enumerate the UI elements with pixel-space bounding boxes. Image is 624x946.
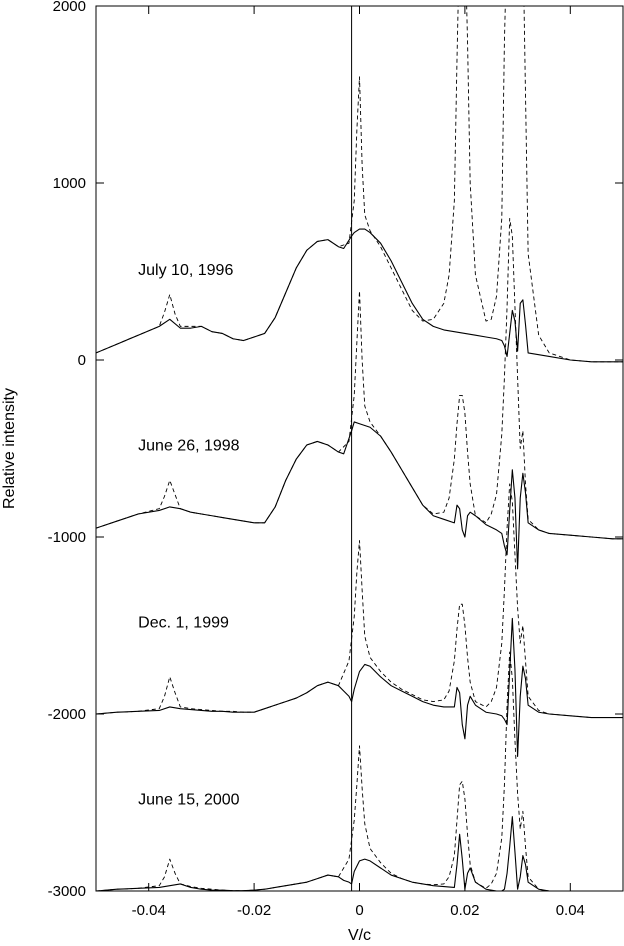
y-tick-label: -2000 — [48, 706, 86, 723]
y-tick-label: 1000 — [53, 175, 86, 192]
date-annotation: June 15, 2000 — [138, 791, 240, 808]
x-axis-label: V/c — [348, 927, 371, 944]
y-tick-label: 2000 — [53, 0, 86, 15]
series-july-10-1996-dashed — [96, 6, 623, 363]
y-axis-label: Relative intensity — [1, 388, 18, 509]
y-tick-label: 0 — [78, 352, 86, 369]
annotation-layer: July 10, 1996 June 26, 1998 Dec. 1, 1999 Ju… — [138, 262, 240, 808]
date-annotation: July 10, 1996 — [138, 262, 233, 279]
series-july-10-1996-solid — [96, 228, 623, 363]
series-june-26-1998-solid — [96, 421, 623, 570]
x-tick-label: 0.02 — [450, 902, 479, 919]
series-june-15-2000-dashed — [96, 651, 623, 891]
x-tick-label: -0.02 — [237, 902, 271, 919]
y-tick-label: -1000 — [48, 529, 86, 546]
series-june-15-2000-solid — [96, 816, 623, 891]
ticks-layer: -0.04 -0.02 0 0.02 0.04 -3000 -2000 -1000 0 1000 2… — [48, 0, 623, 919]
series-june-26-1998-dashed — [96, 217, 623, 540]
series-dec-1-1999-dashed — [96, 483, 623, 718]
date-annotation: June 26, 1998 — [138, 437, 240, 454]
y-tick-label: -3000 — [48, 883, 86, 900]
x-tick-label: 0 — [355, 902, 363, 919]
x-tick-label: 0.04 — [556, 902, 585, 919]
date-annotation: Dec. 1, 1999 — [138, 614, 229, 631]
series-dec-1-1999-solid — [96, 617, 623, 758]
x-tick-label: -0.04 — [132, 902, 166, 919]
